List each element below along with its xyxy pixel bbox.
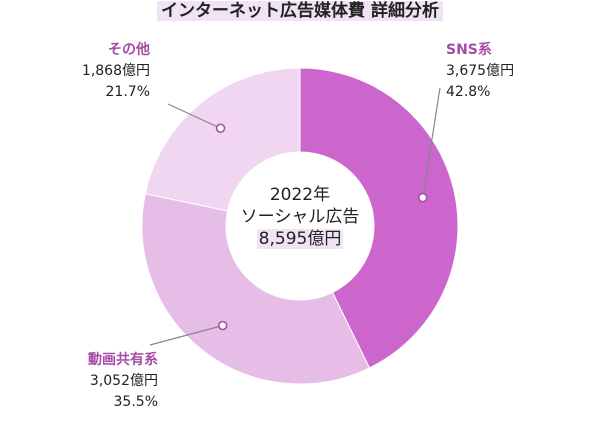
segment-name-video: 動画共有系 — [88, 352, 158, 368]
segment-percent-video: 35.5% — [113, 394, 158, 410]
segment-value-sns: 3,675億円 — [446, 63, 515, 79]
segment-name-other: その他 — [108, 42, 150, 58]
segment-value-video: 3,052億円 — [89, 373, 158, 389]
center-year: 2022年 — [269, 185, 331, 205]
leader-marker-other — [215, 123, 226, 134]
center-category: ソーシャル広告 — [240, 207, 360, 227]
segment-name-sns: SNS系 — [446, 42, 492, 58]
segment-percent-other: 21.7% — [105, 84, 150, 100]
segment-value-other: 1,868億円 — [81, 63, 150, 79]
donut-slice-other — [144, 67, 301, 212]
leader-marker-video — [217, 320, 228, 331]
segment-percent-sns: 42.8% — [446, 84, 491, 100]
donut-slice-sns — [299, 67, 459, 369]
label-video: 動画共有系 3,052億円 35.5% — [40, 350, 158, 413]
leader-line-video — [149, 324, 223, 346]
center-label: 2022年 ソーシャル広告 8,595億円 — [220, 184, 380, 250]
label-sns: SNS系 3,675億円 42.8% — [446, 40, 514, 103]
label-other: その他 1,868億円 21.7% — [50, 40, 150, 103]
leader-marker-sns — [417, 192, 428, 203]
chart-title: インターネット広告媒体費 詳細分析 — [0, 0, 600, 22]
chart-title-text: インターネット広告媒体費 詳細分析 — [157, 1, 443, 21]
center-total: 8,595億円 — [256, 229, 344, 249]
leader-line-sns — [422, 87, 441, 198]
leader-line-other — [167, 103, 221, 129]
donut-slice-video — [141, 193, 371, 385]
